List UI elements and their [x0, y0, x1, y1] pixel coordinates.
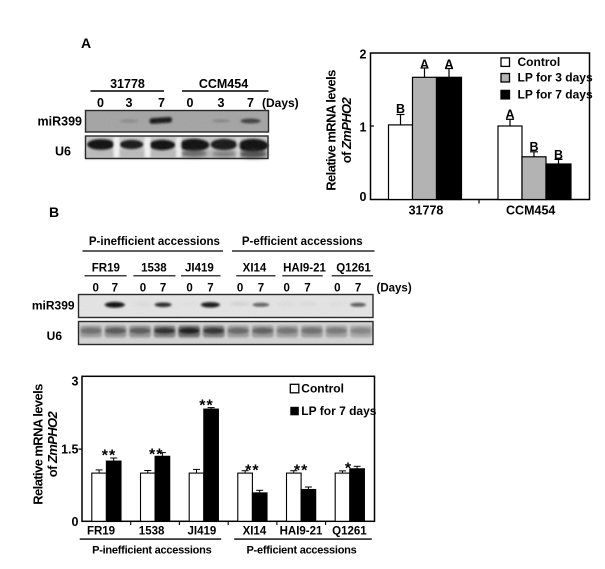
svg-text:Control: Control: [301, 381, 344, 395]
svg-text:A: A: [420, 58, 429, 72]
svg-text:0: 0: [334, 283, 340, 295]
svg-text:1: 1: [360, 121, 367, 135]
svg-text:(Days): (Days): [377, 283, 412, 295]
svg-text:7: 7: [355, 283, 361, 295]
svg-text:LP for 3 days: LP for 3 days: [518, 71, 593, 85]
svg-text:0: 0: [97, 96, 104, 110]
svg-text:B: B: [396, 102, 405, 116]
svg-text:0: 0: [140, 283, 146, 295]
svg-text:7: 7: [258, 283, 264, 295]
svg-text:A: A: [444, 58, 453, 72]
svg-text:XI14: XI14: [243, 526, 267, 538]
svg-text:**: **: [102, 448, 116, 465]
svg-text:Q1261: Q1261: [336, 263, 371, 275]
svg-text:FR19: FR19: [92, 263, 120, 275]
svg-text:A: A: [81, 35, 91, 51]
svg-text:0: 0: [237, 283, 243, 295]
svg-text:B: B: [529, 140, 538, 154]
svg-text:P-efficient accessions: P-efficient accessions: [242, 236, 363, 248]
svg-text:1.5: 1.5: [61, 443, 78, 457]
svg-text:FR19: FR19: [87, 526, 115, 538]
svg-text:miR399: miR399: [38, 115, 83, 129]
svg-text:3: 3: [218, 96, 225, 110]
svg-text:of ZmPHO2: of ZmPHO2: [339, 96, 354, 163]
svg-text:U6: U6: [47, 329, 63, 343]
svg-text:0: 0: [187, 96, 194, 110]
svg-text:Relative mRNA levels: Relative mRNA levels: [324, 70, 339, 191]
svg-text:Q1261: Q1261: [332, 526, 367, 538]
svg-text:P-inefficient accessions: P-inefficient accessions: [89, 236, 220, 248]
svg-text:LP for 7 days: LP for 7 days: [301, 404, 376, 418]
svg-text:B: B: [49, 204, 59, 220]
svg-text:**: **: [199, 398, 213, 415]
svg-text:Control: Control: [518, 55, 561, 69]
svg-text:3: 3: [72, 375, 79, 389]
svg-text:0: 0: [186, 283, 192, 295]
svg-text:7: 7: [158, 96, 165, 110]
svg-text:P-inefficient accessions: P-inefficient accessions: [92, 545, 211, 557]
svg-text:0: 0: [72, 515, 79, 529]
svg-text:7: 7: [112, 283, 118, 295]
svg-text:B: B: [554, 148, 563, 162]
svg-text:HAI9-21: HAI9-21: [283, 263, 326, 275]
svg-text:LP for 7 days: LP for 7 days: [518, 88, 593, 102]
svg-text:CCM454: CCM454: [506, 204, 555, 218]
svg-text:HAI9-21: HAI9-21: [280, 526, 323, 538]
svg-text:U6: U6: [55, 145, 71, 159]
svg-text:2: 2: [360, 48, 367, 62]
svg-text:7: 7: [160, 283, 166, 295]
svg-text:0: 0: [283, 283, 289, 295]
svg-text:**: **: [149, 446, 163, 463]
svg-text:**: **: [294, 463, 308, 480]
svg-text:7: 7: [247, 96, 254, 110]
svg-text:A: A: [505, 108, 514, 122]
svg-text:3: 3: [126, 96, 133, 110]
svg-text:1538: 1538: [141, 263, 167, 275]
svg-text:JI419: JI419: [188, 526, 217, 538]
svg-text:0: 0: [360, 190, 367, 204]
svg-text:XI14: XI14: [243, 263, 267, 275]
svg-text:*: *: [345, 460, 352, 477]
svg-text:0: 0: [92, 283, 98, 295]
svg-text:7: 7: [304, 283, 310, 295]
svg-text:1538: 1538: [139, 526, 165, 538]
svg-text:Relative mRNA levels: Relative mRNA levels: [31, 384, 46, 505]
svg-text:JI419: JI419: [185, 263, 214, 275]
svg-text:**: **: [245, 463, 259, 480]
svg-text:P-efficient accessions: P-efficient accessions: [246, 545, 356, 557]
svg-text:(Days): (Days): [262, 96, 299, 110]
svg-text:CCM454: CCM454: [199, 77, 248, 91]
svg-text:31778: 31778: [110, 77, 145, 91]
svg-text:miR399: miR399: [32, 299, 75, 313]
svg-text:7: 7: [207, 283, 213, 295]
svg-text:31778: 31778: [409, 204, 444, 218]
svg-text:of ZmPHO2: of ZmPHO2: [45, 410, 60, 477]
